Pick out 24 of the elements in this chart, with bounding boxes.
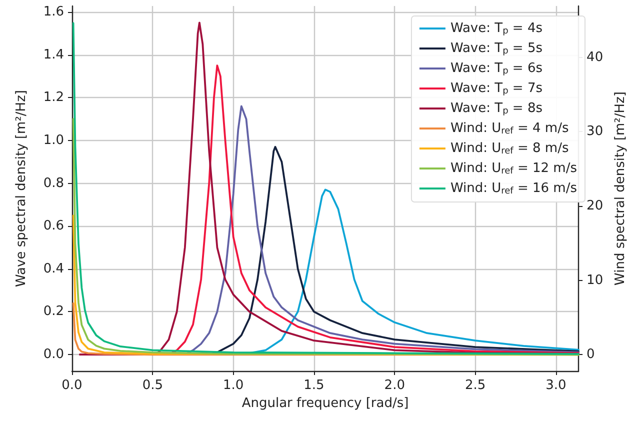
y2-tick-label: 40 xyxy=(586,50,604,65)
y-tick-label: 1.4 xyxy=(43,47,64,62)
y2-axis-title: Wind spectral density [m²/Hz] xyxy=(613,92,628,286)
x-tick-label: 1.0 xyxy=(222,378,244,393)
y-tick-label: 0.8 xyxy=(43,176,64,191)
y2-tick-label: 10 xyxy=(586,272,604,288)
x-tick-label: 0.0 xyxy=(62,378,82,393)
y2-tick-label: 20 xyxy=(586,198,604,214)
x-tick-label: 0.5 xyxy=(142,378,164,393)
x-tick-label: 1.5 xyxy=(304,378,324,393)
y-tick-label: 0.2 xyxy=(43,304,64,320)
y-tick-label: 1.2 xyxy=(43,90,64,106)
x-axis-title: Angular frequency [rad/s] xyxy=(242,396,409,411)
y-tick-label: 1.0 xyxy=(43,132,64,148)
y2-tick-label: 30 xyxy=(586,124,604,140)
y2-tick-label: 0 xyxy=(586,347,595,362)
x-tick-label: 3.0 xyxy=(546,378,566,393)
y-tick-label: 0.6 xyxy=(43,218,64,234)
x-tick-label: 2.5 xyxy=(464,378,486,393)
y-tick-label: 0.4 xyxy=(43,261,64,276)
y-tick-label: 1.6 xyxy=(43,4,64,20)
y-tick-label: 0.0 xyxy=(43,347,64,362)
x-tick-label: 2.0 xyxy=(384,378,405,393)
y-axis-title: Wave spectral density [m²/Hz] xyxy=(14,90,29,287)
